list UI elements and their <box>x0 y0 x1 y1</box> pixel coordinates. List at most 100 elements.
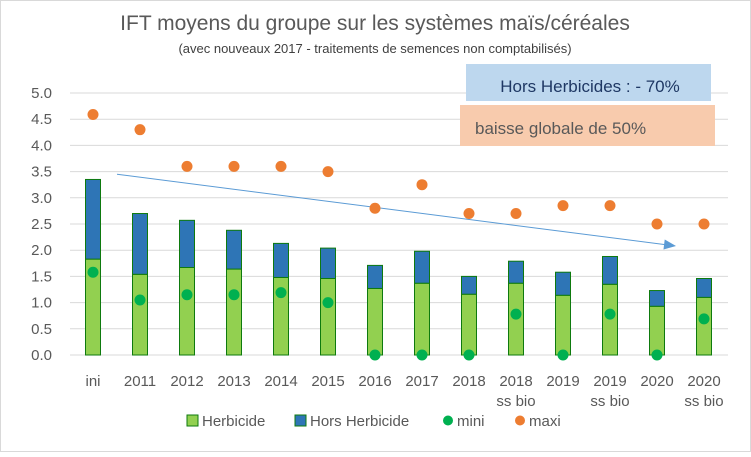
chart-subtitle: (avec nouveaux 2017 - traitements de sem… <box>178 41 571 56</box>
point-maxi <box>369 202 381 214</box>
x-tick-label: 2015 <box>311 373 344 390</box>
bar-hors-herbicide <box>226 229 242 270</box>
bar-hors-herbicide <box>555 271 571 296</box>
point-mini <box>181 289 193 301</box>
baisse-globale-text: baisse globale de 50% <box>475 119 646 138</box>
bar-herbicide <box>179 266 195 356</box>
hors-herbicides-box <box>466 64 711 101</box>
x-tick-label: 2020 <box>640 373 673 390</box>
bar-herbicide <box>602 283 618 356</box>
y-tick-label: 1.0 <box>31 295 52 312</box>
bar-hors-herbicide <box>602 255 618 285</box>
x-tick-label: ini <box>85 373 100 390</box>
point-mini <box>463 349 475 361</box>
annotation-boxes: Hors Herbicides : - 70% baisse globale d… <box>460 64 715 146</box>
point-maxi <box>651 218 663 230</box>
bar-herbicide <box>649 305 665 356</box>
x-tick-label: 2013 <box>217 373 250 390</box>
x-tick-label: 2016 <box>358 373 391 390</box>
points <box>87 108 710 361</box>
point-mini <box>651 349 663 361</box>
bar-herbicide <box>226 268 242 356</box>
x-tick-label: 2014 <box>264 373 297 390</box>
bar-herbicide <box>132 273 148 356</box>
y-tick-label: 0.0 <box>31 347 52 364</box>
legend-label: mini <box>457 413 485 430</box>
y-tick-label: 4.0 <box>31 137 52 154</box>
bar-hors-herbicide <box>85 178 101 260</box>
legend-marker <box>515 415 525 426</box>
y-tick-label: 1.5 <box>31 268 52 285</box>
point-maxi <box>322 166 334 178</box>
bar-herbicide <box>320 277 336 356</box>
hors-herbicides-text: Hors Herbicides : - 70% <box>500 77 680 96</box>
point-maxi <box>275 160 287 172</box>
legend-label: Herbicide <box>202 413 265 430</box>
bar-herbicide <box>555 294 571 356</box>
y-tick-label: 5.0 <box>31 85 52 102</box>
point-maxi <box>181 160 193 172</box>
point-maxi <box>134 124 146 136</box>
point-mini <box>604 308 616 320</box>
point-maxi <box>604 200 616 212</box>
point-mini <box>416 349 428 361</box>
y-tick-label: 2.0 <box>31 242 52 259</box>
legend-marker <box>443 415 453 426</box>
y-tick-label: 0.5 <box>31 321 52 338</box>
point-maxi <box>87 108 99 120</box>
legend: Herbicide Hors Herbicide mini maxi <box>186 413 561 430</box>
legend-swatch <box>186 414 199 427</box>
trend-arrow-head <box>663 239 676 250</box>
bar-hors-herbicide <box>179 219 195 268</box>
point-mini <box>510 308 522 320</box>
bar-hors-herbicide <box>414 250 430 284</box>
point-maxi <box>510 208 522 220</box>
bar-hors-herbicide <box>367 264 383 289</box>
x-tick-label: 2012 <box>170 373 203 390</box>
trend-arrow-line <box>116 173 669 246</box>
point-mini <box>228 289 240 301</box>
y-tick-label: 2.5 <box>31 216 52 233</box>
x-tick-label: 2020 ss bio <box>684 373 723 410</box>
point-maxi <box>416 179 428 191</box>
x-tick-label: 2017 <box>405 373 438 390</box>
x-tick-label: 2019 ss bio <box>590 373 629 410</box>
point-maxi <box>228 160 240 172</box>
bar-hors-herbicide <box>273 242 289 278</box>
point-mini <box>87 266 99 278</box>
bar-hors-herbicide <box>508 260 524 284</box>
y-axis-ticks: 0.0 0.5 1.0 1.5 2.0 2.5 3.0 3.5 4.0 4.5 5.0 <box>31 85 52 364</box>
point-mini <box>275 287 287 299</box>
bar-hors-herbicide <box>461 275 477 295</box>
point-maxi <box>698 218 710 230</box>
point-mini <box>369 349 381 361</box>
bar-herbicide <box>696 296 712 356</box>
legend-swatch <box>294 414 307 427</box>
y-tick-label: 3.0 <box>31 190 52 207</box>
point-mini <box>557 349 569 361</box>
bar-herbicide <box>461 293 477 356</box>
x-tick-label: 2019 <box>546 373 579 390</box>
legend-label: Hors Herbicide <box>310 413 409 430</box>
bar-hors-herbicide <box>132 213 148 275</box>
bar-hors-herbicide <box>320 247 336 279</box>
x-tick-label: 2011 <box>124 373 156 390</box>
point-mini <box>698 313 710 325</box>
bar-herbicide <box>414 282 430 356</box>
bar-herbicide <box>367 287 383 356</box>
point-maxi <box>463 208 475 220</box>
point-mini <box>322 297 334 309</box>
y-tick-label: 3.5 <box>31 164 52 181</box>
trend-arrow <box>116 173 676 250</box>
x-tick-label: 2018 ss bio <box>496 373 535 410</box>
chart-title: IFT moyens du groupe sur les systèmes ma… <box>120 12 630 35</box>
point-maxi <box>557 200 569 212</box>
x-tick-label: 2018 <box>452 373 485 390</box>
bar-hors-herbicide <box>649 290 665 307</box>
legend-label: maxi <box>529 413 561 430</box>
bar-hors-herbicide <box>696 277 712 298</box>
bars <box>85 178 712 356</box>
y-tick-label: 4.5 <box>31 111 52 128</box>
point-mini <box>134 294 146 306</box>
